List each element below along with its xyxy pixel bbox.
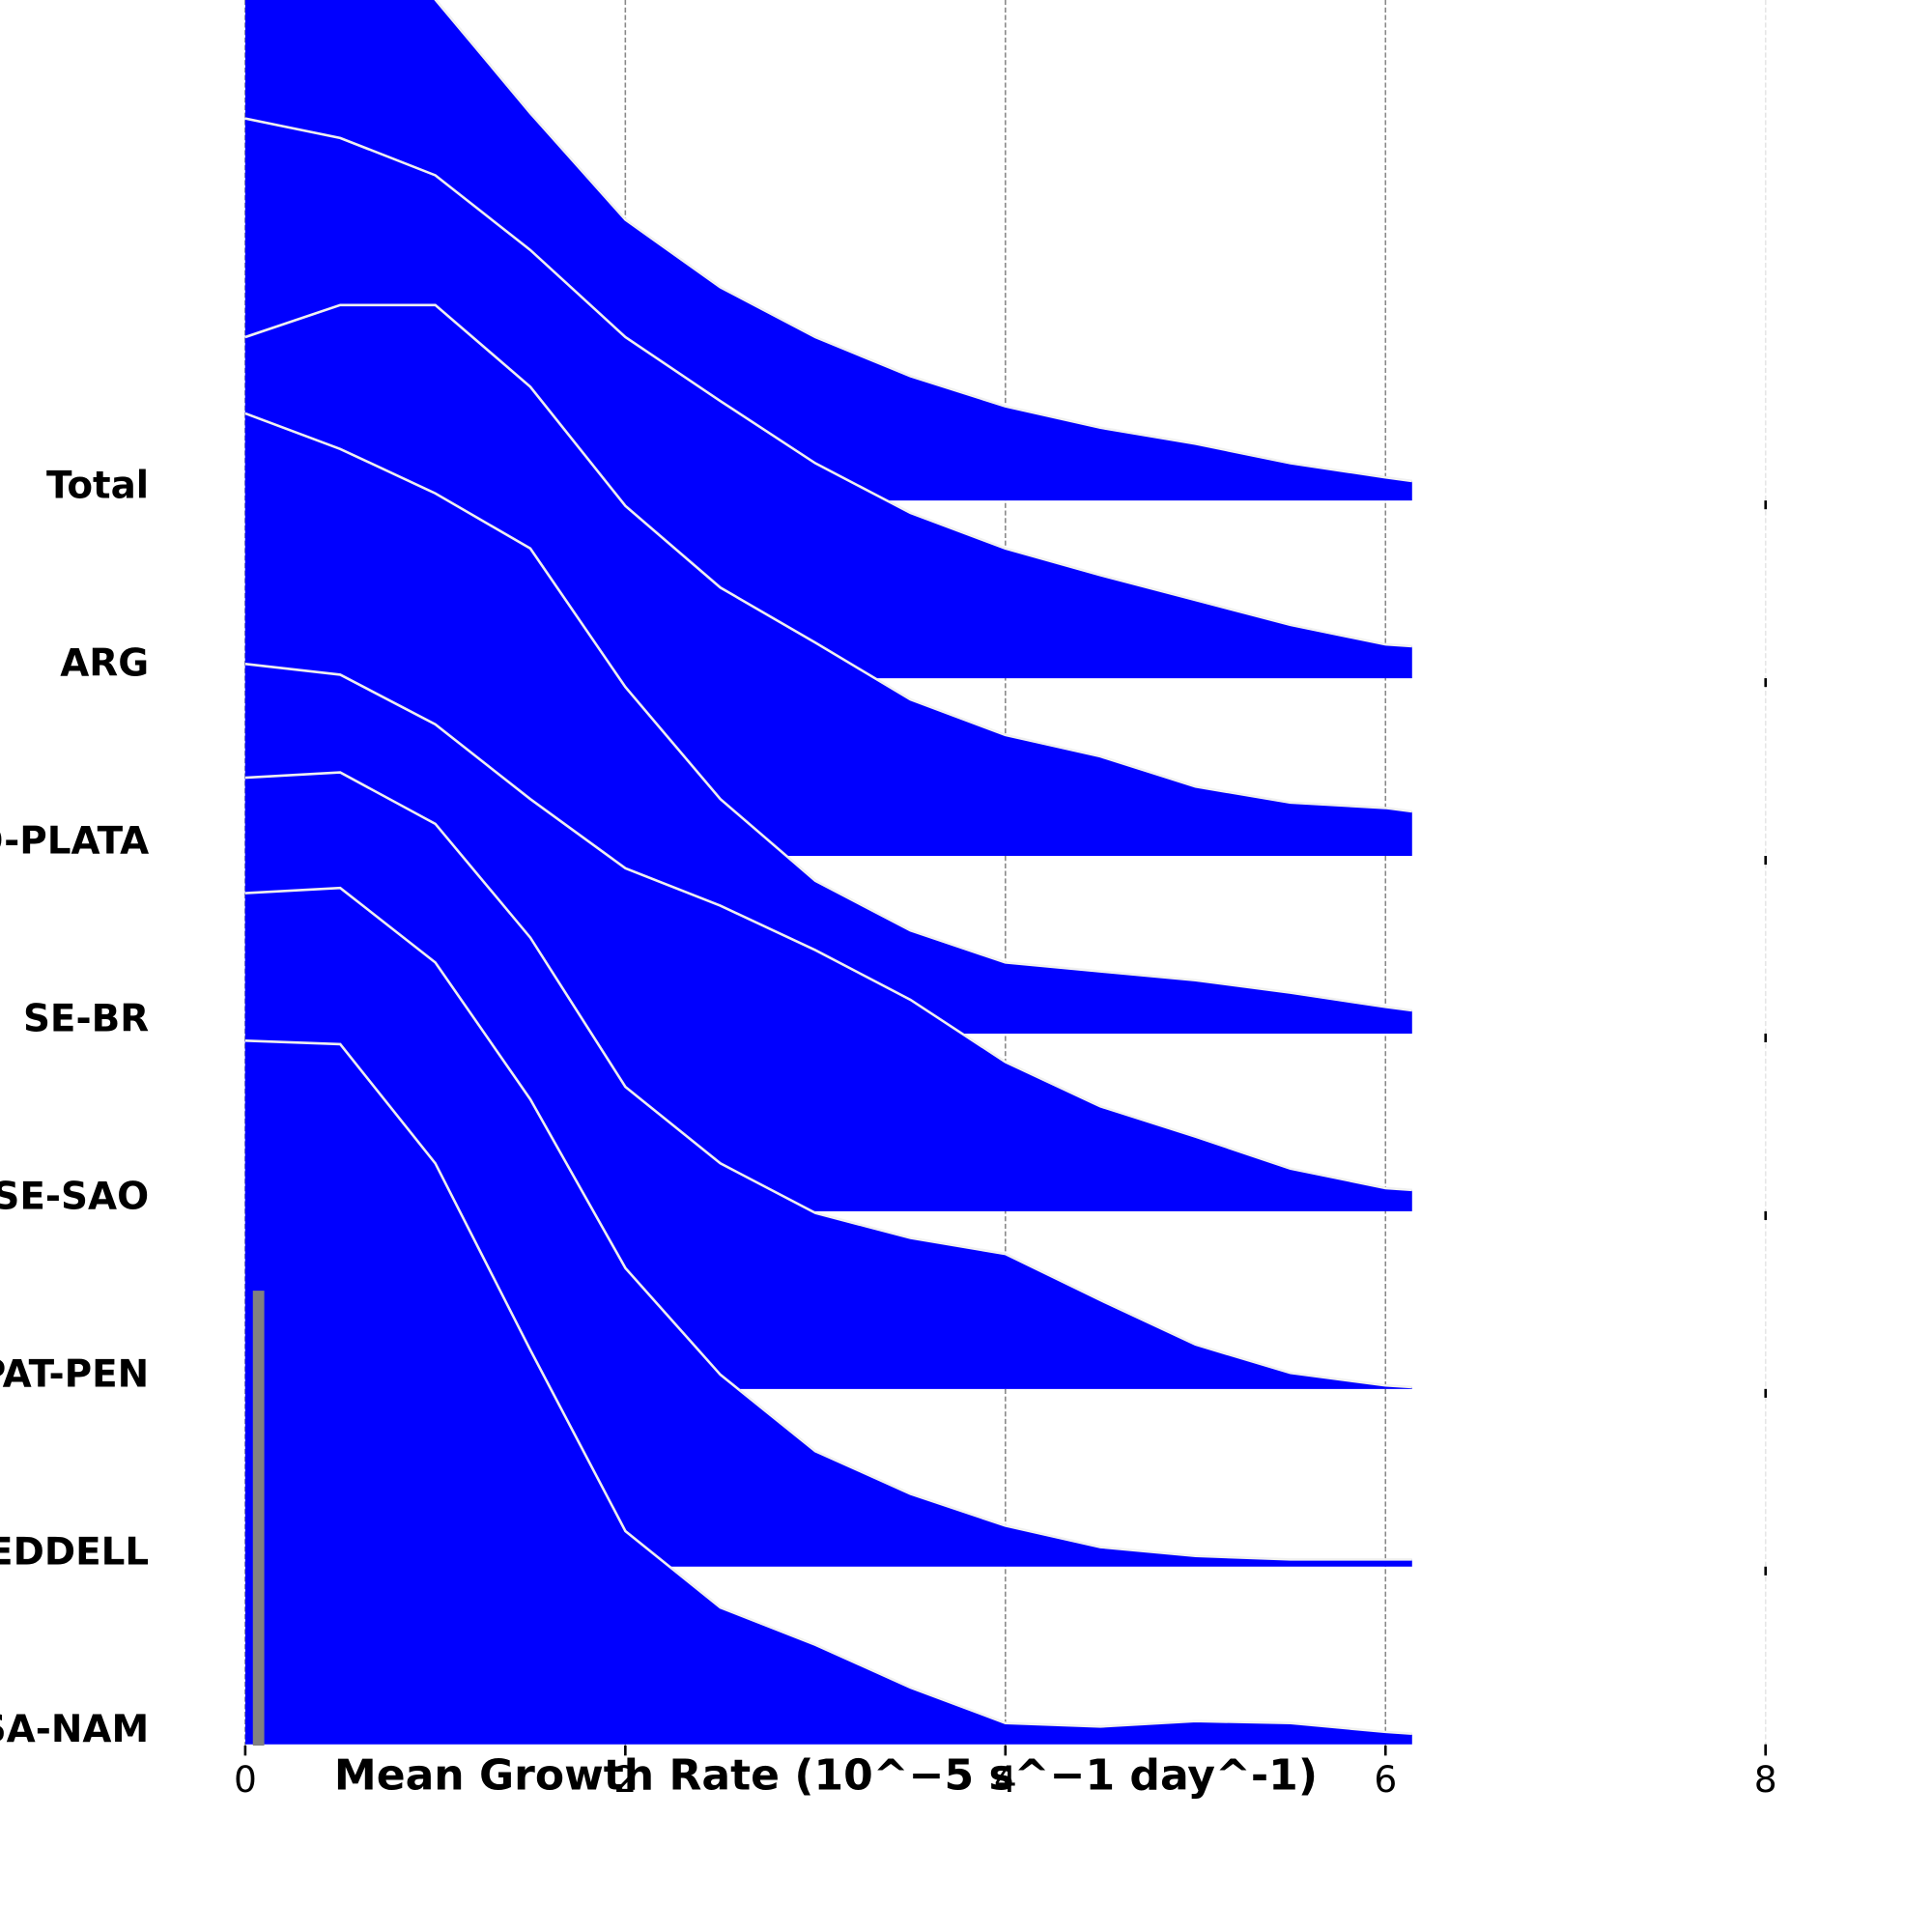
x-tick-label: 4 <box>994 1758 1017 1801</box>
ridge-outline <box>244 886 1412 1561</box>
x-tick-label: 8 <box>1754 1758 1777 1801</box>
ridge-outline <box>244 303 1412 813</box>
ridge-area <box>244 1040 1412 1745</box>
bar <box>252 1291 265 1746</box>
x-tick-label: 0 <box>234 1758 257 1801</box>
ridge-outline <box>244 663 1412 1192</box>
row-label: SE-SAO <box>0 1175 149 1218</box>
x-axis-title: Mean Growth Rate (10^−5 s^−1 day^-1) <box>334 1751 1318 1801</box>
row-label: Total <box>46 465 149 508</box>
ridge-outline <box>244 771 1412 1389</box>
ridge-outline <box>244 412 1412 1012</box>
x-tick-label: 2 <box>613 1758 637 1801</box>
row-label: PAT-PEN <box>0 1352 149 1396</box>
row-label: SSA-NAM <box>0 1708 149 1751</box>
x-tick-label: 6 <box>1374 1758 1397 1801</box>
ridge-outline <box>244 117 1412 648</box>
row-label: SE-BR <box>23 997 149 1040</box>
row-label: WEDDELL <box>0 1530 149 1574</box>
row-label: ARG <box>60 642 149 686</box>
ridge-outline <box>244 1039 1412 1735</box>
row-label: RIO-PLATA <box>0 820 149 864</box>
ridge-outline <box>434 0 1412 483</box>
